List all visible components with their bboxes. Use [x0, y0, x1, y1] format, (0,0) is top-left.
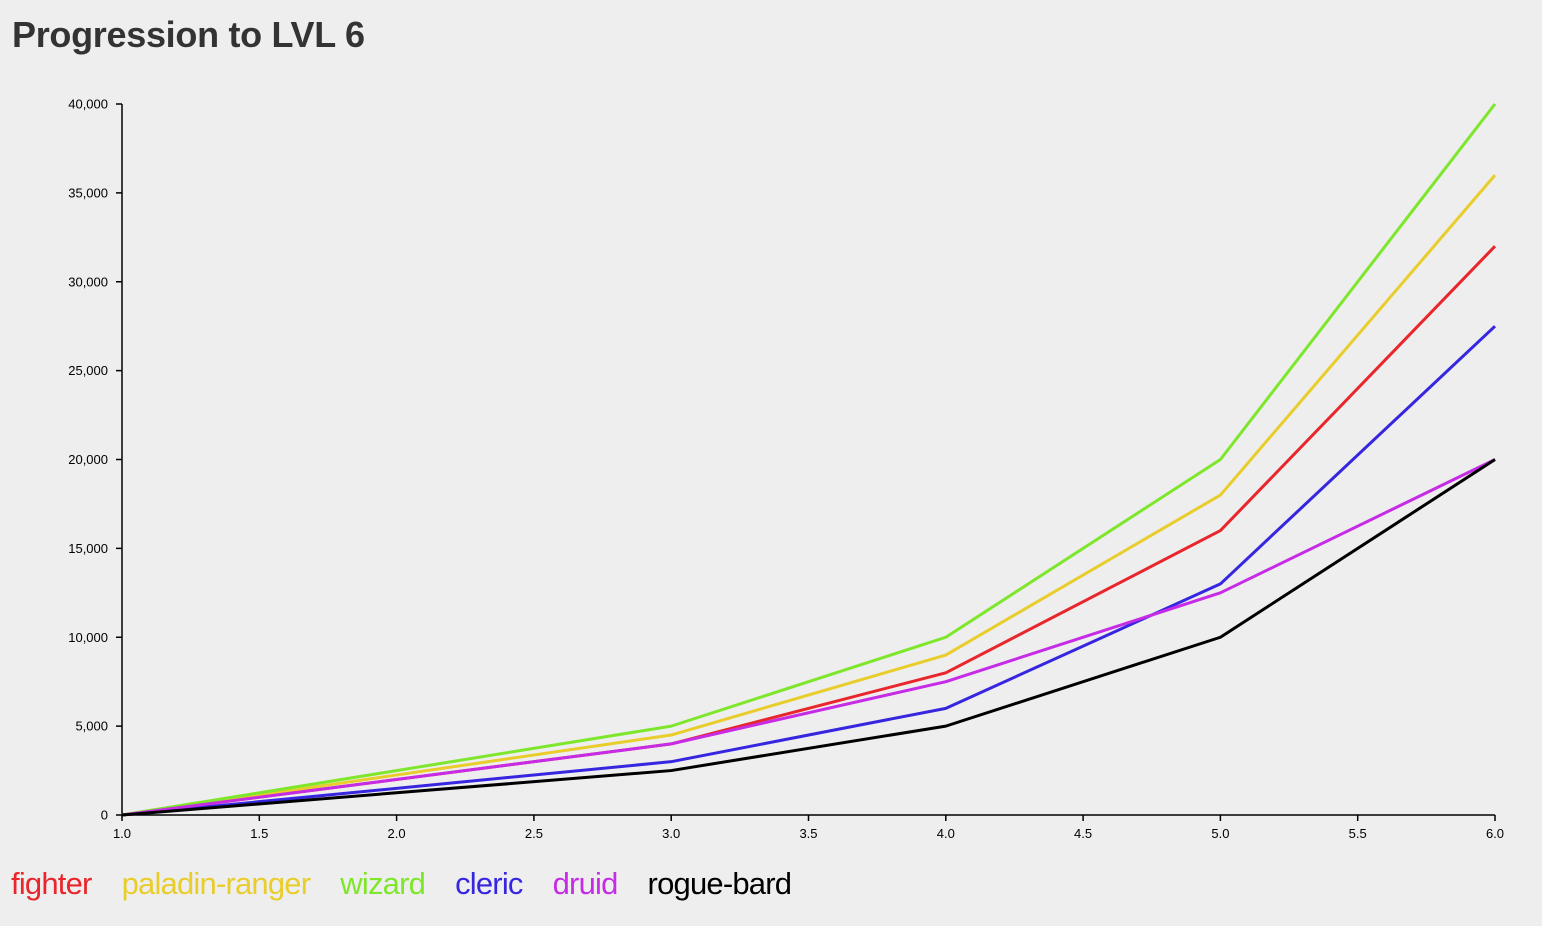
- y-tick-label: 0: [101, 808, 108, 823]
- y-tick-label: 15,000: [68, 541, 108, 556]
- y-tick-label: 25,000: [68, 363, 108, 378]
- x-tick-label: 3.0: [662, 826, 680, 841]
- series-line-druid: [121, 458, 1496, 817]
- series-line-cleric: [121, 325, 1497, 817]
- series-lines: [121, 103, 1497, 817]
- legend-item-rogue-bard: rogue-bard: [647, 866, 792, 901]
- x-tick-label: 1.0: [113, 826, 131, 841]
- legend-item-cleric: cleric: [455, 866, 523, 901]
- x-tick-label: 5.5: [1349, 826, 1367, 841]
- x-tick-label: 2.0: [388, 826, 406, 841]
- y-tick-label: 10,000: [68, 630, 108, 645]
- legend-item-wizard: wizard: [340, 866, 426, 901]
- x-tick-label: 6.0: [1486, 826, 1504, 841]
- legend: fighter paladin-ranger wizard cleric druid ro…: [11, 866, 792, 901]
- series-line-wizard: [121, 103, 1497, 817]
- y-axis: 0 5,000 10,000 15,000 20,000 25,000 30,000 35,0…: [68, 97, 123, 823]
- y-tick-label: 40,000: [68, 97, 108, 112]
- x-tick-label: 2.5: [525, 826, 543, 841]
- y-tick-label: 20,000: [68, 452, 108, 467]
- chart-title: Progression to LVL 6: [12, 14, 365, 55]
- x-tick-label: 3.5: [799, 826, 817, 841]
- x-tick-label: 5.0: [1211, 826, 1229, 841]
- series-line-rogue-bard: [121, 458, 1496, 817]
- y-tick-label: 5,000: [75, 719, 108, 734]
- series-line-fighter: [121, 245, 1497, 817]
- x-tick-label: 4.0: [937, 826, 955, 841]
- x-tick-label: 4.5: [1074, 826, 1092, 841]
- legend-item-fighter: fighter: [11, 866, 92, 901]
- legend-item-paladin-ranger: paladin-ranger: [121, 866, 312, 901]
- series-line-paladin-ranger: [121, 174, 1497, 817]
- y-tick-label: 30,000: [68, 274, 108, 289]
- y-tick-label: 35,000: [68, 185, 108, 200]
- legend-item-druid: druid: [552, 866, 619, 901]
- x-tick-label: 1.5: [250, 826, 268, 841]
- x-axis: 1.0 1.5 2.0 2.5 3.0 3.5 4.0 4.5 5.0 5.5 6.0: [113, 814, 1504, 841]
